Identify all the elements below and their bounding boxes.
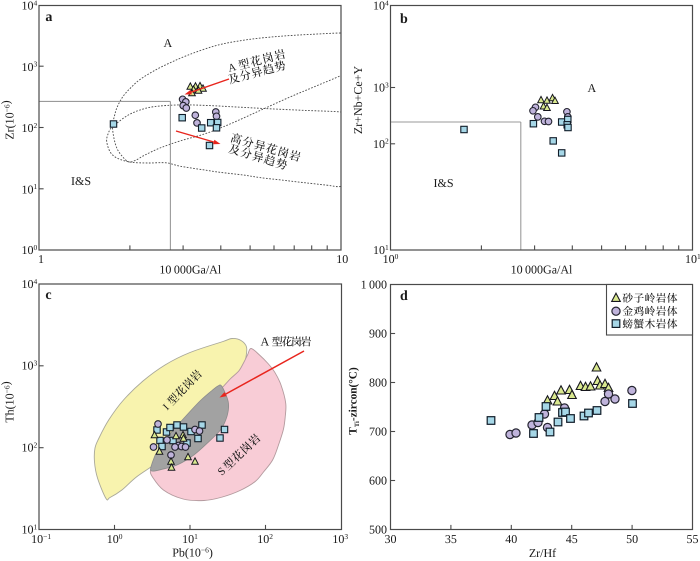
svg-text:A: A bbox=[260, 335, 269, 349]
svg-text:10 000Ga/Al: 10 000Ga/Al bbox=[159, 263, 221, 277]
svg-text:600: 600 bbox=[369, 474, 387, 488]
svg-text:−6): −6) bbox=[201, 545, 213, 559]
svg-text:45: 45 bbox=[566, 532, 578, 546]
svg-text:100: 100 bbox=[107, 532, 123, 546]
svg-text:500: 500 bbox=[369, 523, 387, 537]
svg-text:I: I bbox=[161, 402, 172, 413]
svg-text:Zr+Nb+Ce+Y: Zr+Nb+Ce+Y bbox=[351, 66, 365, 135]
svg-text:1: 1 bbox=[38, 252, 44, 266]
svg-text:a: a bbox=[45, 10, 52, 25]
svg-text:30: 30 bbox=[385, 532, 397, 546]
svg-text:800: 800 bbox=[369, 376, 387, 390]
svg-text:A: A bbox=[588, 81, 597, 95]
svg-text:A: A bbox=[227, 61, 238, 75]
svg-text:I&S: I&S bbox=[71, 174, 91, 188]
svg-text:c: c bbox=[45, 288, 51, 303]
svg-text:102: 102 bbox=[257, 532, 273, 546]
svg-text:700: 700 bbox=[369, 425, 387, 439]
svg-text:55: 55 bbox=[687, 532, 699, 546]
svg-text:Pb(10: Pb(10 bbox=[172, 546, 201, 560]
svg-text:TTi-zircon(°C): TTi-zircon(°C) bbox=[348, 367, 361, 435]
svg-text:10 000Ga/Al: 10 000Ga/Al bbox=[511, 263, 573, 277]
svg-text:900: 900 bbox=[369, 327, 387, 341]
svg-text:d: d bbox=[400, 289, 408, 304]
svg-text:10: 10 bbox=[336, 252, 348, 266]
svg-text:101: 101 bbox=[182, 532, 198, 546]
svg-text:101: 101 bbox=[685, 252, 700, 266]
svg-text:103: 103 bbox=[332, 532, 348, 546]
svg-text:I&S: I&S bbox=[434, 176, 454, 190]
svg-text:50: 50 bbox=[626, 532, 638, 546]
svg-text:100: 100 bbox=[383, 252, 399, 266]
svg-text:A: A bbox=[164, 36, 173, 50]
svg-text:b: b bbox=[400, 12, 408, 27]
svg-text:Zr/Hf: Zr/Hf bbox=[529, 546, 556, 560]
svg-text:1 000: 1 000 bbox=[361, 278, 387, 292]
svg-text:35: 35 bbox=[445, 532, 457, 546]
svg-text:40: 40 bbox=[505, 532, 517, 546]
